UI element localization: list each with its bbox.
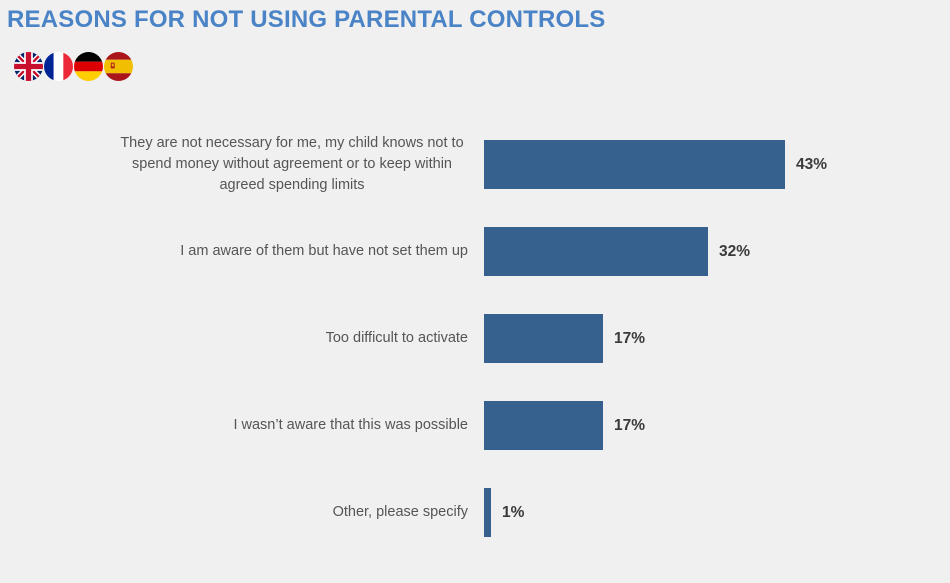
bar [484, 140, 785, 189]
category-label: Other, please specify [332, 503, 468, 520]
flag-uk-icon [14, 52, 43, 81]
chart-row: I wasn’t aware that this was possible 17… [0, 382, 950, 469]
bar [484, 227, 708, 276]
category-label: They are not necessary for me, my child … [120, 134, 464, 193]
category-label-cell: I am aware of them but have not set them… [0, 241, 468, 262]
bar-cell: 32% [484, 227, 750, 276]
chart-row: I am aware of them but have not set them… [0, 208, 950, 295]
chart-row: They are not necessary for me, my child … [0, 121, 950, 208]
category-label-cell: I wasn’t aware that this was possible [0, 415, 468, 436]
flag-germany-icon [74, 52, 103, 81]
value-label: 43% [796, 155, 828, 173]
chart-row: Other, please specify 1% [0, 469, 950, 556]
value-label: 32% [719, 242, 751, 260]
bar-cell: 17% [484, 314, 645, 363]
flag-spain-icon [104, 52, 133, 81]
country-flags [14, 52, 133, 81]
bar [484, 488, 491, 537]
page-title: REASONS FOR NOT USING PARENTAL CONTROLS [7, 6, 606, 33]
value-label: 17% [614, 329, 646, 347]
bar-cell: 43% [484, 140, 827, 189]
value-label: 17% [614, 416, 646, 434]
category-label-cell: They are not necessary for me, my child … [0, 133, 468, 196]
category-label: I wasn’t aware that this was possible [233, 416, 468, 433]
bar [484, 401, 603, 450]
bar [484, 314, 603, 363]
category-label: Too difficult to activate [325, 329, 468, 346]
category-label-cell: Other, please specify [0, 502, 468, 523]
bar-chart: They are not necessary for me, my child … [0, 121, 950, 556]
flag-france-icon [44, 52, 73, 81]
bar-cell: 1% [484, 488, 524, 537]
category-label: I am aware of them but have not set them… [180, 242, 468, 259]
value-label: 1% [502, 503, 525, 521]
category-label-cell: Too difficult to activate [0, 328, 468, 349]
bar-cell: 17% [484, 401, 645, 450]
chart-row: Too difficult to activate 17% [0, 295, 950, 382]
